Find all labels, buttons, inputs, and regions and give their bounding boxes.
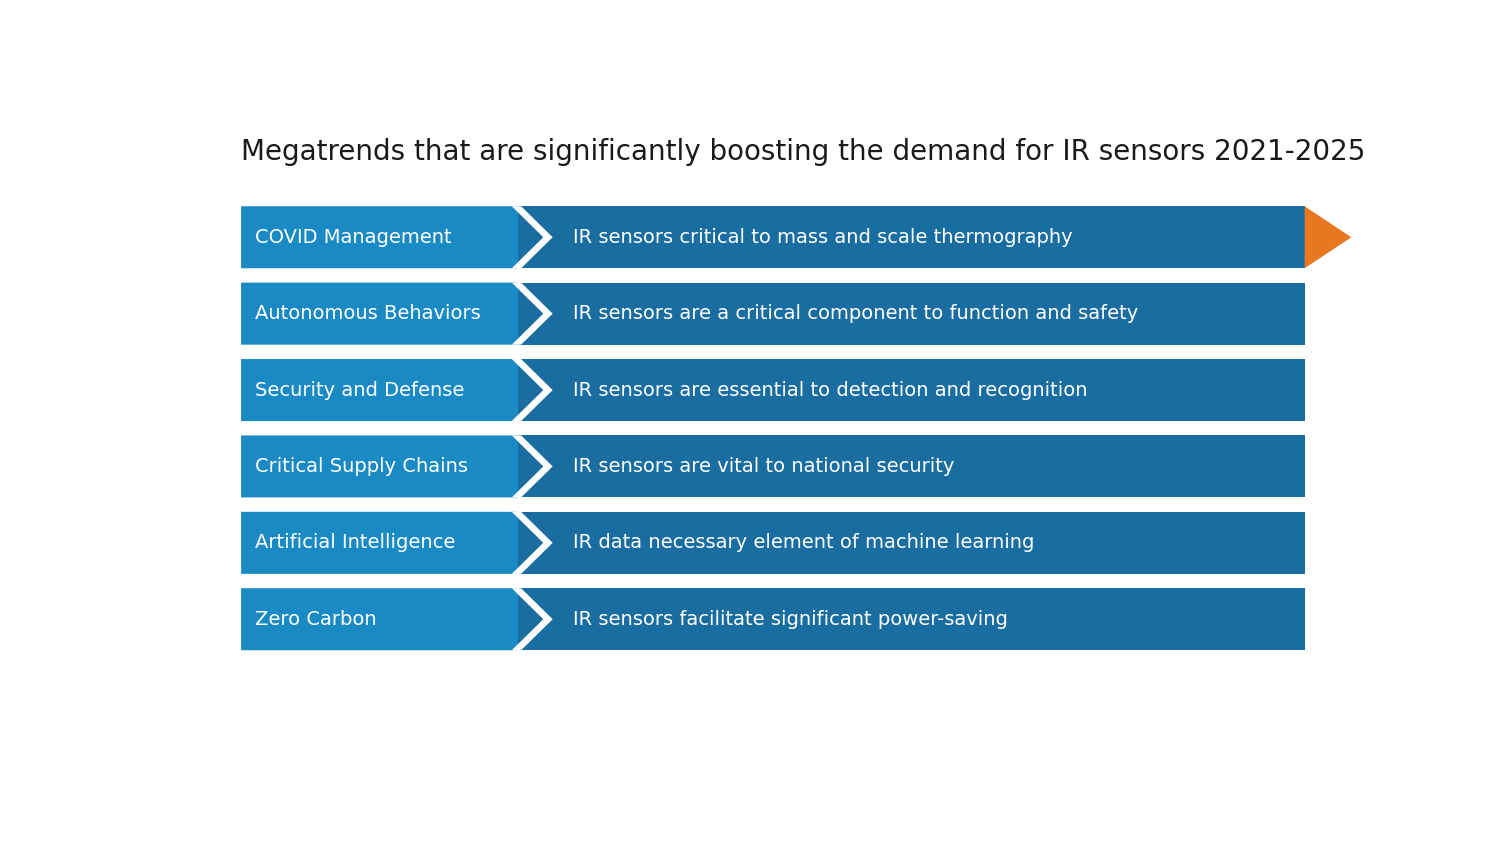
Polygon shape xyxy=(1304,206,1351,268)
Polygon shape xyxy=(241,435,543,498)
Text: Autonomous Behaviors: Autonomous Behaviors xyxy=(255,304,481,323)
Polygon shape xyxy=(517,435,1304,498)
Polygon shape xyxy=(517,282,1304,344)
Text: Security and Defense: Security and Defense xyxy=(255,381,464,399)
Polygon shape xyxy=(241,512,543,574)
Text: IR sensors facilitate significant power-saving: IR sensors facilitate significant power-… xyxy=(573,610,1007,628)
Text: IR data necessary element of machine learning: IR data necessary element of machine lea… xyxy=(573,533,1034,552)
Text: Megatrends that are significantly boosting the demand for IR sensors 2021-2025: Megatrends that are significantly boosti… xyxy=(241,137,1365,165)
Polygon shape xyxy=(511,589,552,650)
Polygon shape xyxy=(511,435,552,498)
Polygon shape xyxy=(517,512,1304,574)
Text: Artificial Intelligence: Artificial Intelligence xyxy=(255,533,455,552)
Polygon shape xyxy=(241,206,543,268)
Text: Critical Supply Chains: Critical Supply Chains xyxy=(255,457,467,476)
Polygon shape xyxy=(241,359,543,421)
Text: IR sensors critical to mass and scale thermography: IR sensors critical to mass and scale th… xyxy=(573,228,1072,247)
Polygon shape xyxy=(241,589,543,650)
Polygon shape xyxy=(241,282,543,344)
Polygon shape xyxy=(517,589,1304,650)
Text: IR sensors are a critical component to function and safety: IR sensors are a critical component to f… xyxy=(573,304,1137,323)
Text: IR sensors are essential to detection and recognition: IR sensors are essential to detection an… xyxy=(573,381,1087,399)
Text: Zero Carbon: Zero Carbon xyxy=(255,610,377,628)
Polygon shape xyxy=(511,359,552,421)
Polygon shape xyxy=(511,282,552,344)
Polygon shape xyxy=(517,359,1304,421)
Polygon shape xyxy=(511,206,552,268)
Polygon shape xyxy=(511,512,552,574)
Text: IR sensors are vital to national security: IR sensors are vital to national securit… xyxy=(573,457,955,476)
Text: COVID Management: COVID Management xyxy=(255,228,452,247)
Polygon shape xyxy=(517,206,1304,268)
